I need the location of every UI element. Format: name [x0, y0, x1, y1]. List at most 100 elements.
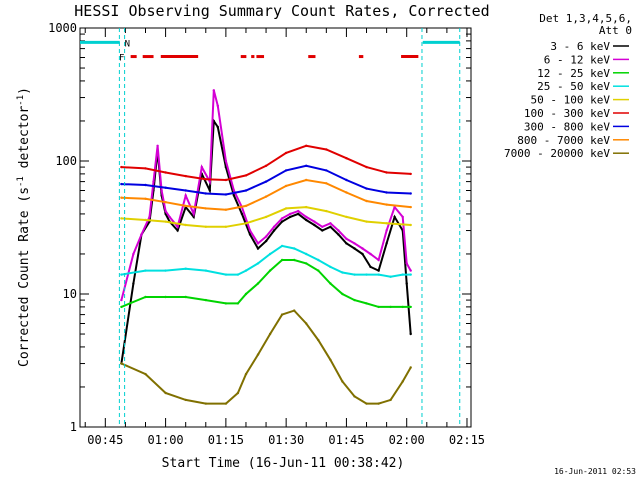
data-point: [297, 209, 300, 213]
data-point: [184, 204, 187, 208]
data-point: [389, 305, 392, 309]
data-point: [256, 262, 260, 265]
data-point: [268, 269, 272, 272]
data-point: [268, 252, 272, 256]
data-point: [204, 402, 207, 405]
data-point: [176, 225, 179, 228]
data-point: [192, 212, 195, 216]
data-point: [216, 125, 219, 129]
data-point: [289, 215, 292, 219]
data-point: [224, 208, 228, 211]
data-point: [244, 222, 248, 225]
data-point: [369, 265, 372, 269]
data-point: [204, 269, 207, 272]
data-point: [345, 237, 348, 240]
data-point: [224, 225, 228, 228]
data-point: [409, 269, 412, 272]
plot-frame: [79, 27, 472, 428]
data-point: [144, 218, 147, 222]
data-point: [305, 164, 308, 167]
data-point: [236, 273, 240, 276]
data-point: [345, 178, 348, 182]
data-point: [264, 164, 268, 167]
data-point: [256, 242, 260, 245]
data-point: [256, 282, 260, 285]
data-point: [264, 235, 268, 238]
data-point: [361, 247, 364, 250]
data-point: [377, 402, 380, 405]
data-point: [385, 171, 388, 174]
data-point: [120, 273, 123, 276]
data-point: [204, 298, 207, 302]
data-point: [353, 298, 356, 302]
data-point: [264, 215, 268, 219]
data-point: [345, 215, 348, 219]
data-point: [401, 380, 404, 383]
data-point: [389, 275, 392, 278]
data-point: [365, 273, 368, 276]
data-point: [385, 242, 388, 245]
data-point: [184, 223, 187, 227]
data-point: [184, 194, 187, 197]
data-point: [184, 174, 187, 178]
data-point: [148, 215, 151, 219]
y-axis-ticks: 1 10 100 1000: [48, 21, 471, 434]
data-point: [164, 295, 167, 299]
data-point: [329, 222, 332, 225]
y-tick-label: 100: [55, 154, 77, 168]
data-point: [337, 233, 340, 236]
data-point: [341, 292, 344, 296]
data-point: [325, 148, 328, 151]
x-tick-label: 01:30: [268, 433, 304, 447]
data-point: [216, 104, 219, 108]
legend-header-line: Att 0: [599, 24, 632, 37]
data-point: [329, 265, 332, 269]
data-point: [144, 197, 147, 200]
data-point: [317, 338, 320, 342]
data-point: [272, 225, 276, 228]
data-point: [305, 218, 308, 222]
data-point: [164, 201, 167, 204]
data-point: [264, 195, 268, 198]
data-point: [377, 258, 380, 262]
data-point: [200, 165, 203, 169]
data-point: [393, 205, 396, 209]
data-point: [192, 215, 195, 219]
data-point: [144, 183, 147, 187]
data-point: [313, 220, 316, 223]
data-point: [256, 353, 260, 356]
x-tick-label: 01:15: [208, 433, 244, 447]
svg-text:Corrected Count Rate (s-1 dete: Corrected Count Rate (s-1 detector-1): [16, 87, 32, 367]
data-point: [120, 217, 123, 220]
legend-entry-label: 25 - 50 keV: [537, 80, 610, 93]
data-point: [184, 295, 187, 299]
overlay-layer: NF: [80, 28, 461, 427]
data-point: [393, 215, 396, 219]
data-point: [305, 205, 308, 209]
legend-entry-label: 3 - 6 keV: [550, 40, 610, 53]
data-point: [236, 391, 240, 395]
data-point: [120, 298, 123, 302]
legend-entry-label: 800 - 7000 keV: [517, 134, 610, 147]
data-point: [164, 220, 167, 223]
data-point: [305, 252, 308, 256]
data-point: [244, 174, 248, 177]
data-point: [224, 159, 228, 163]
data-point: [365, 199, 368, 203]
event-marker-label: N: [125, 39, 130, 49]
data-point: [204, 225, 207, 228]
data-point: [365, 302, 368, 305]
x-tick-label: 01:00: [148, 433, 184, 447]
y-tick-label: 1: [70, 420, 77, 434]
data-point: [409, 332, 412, 336]
data-point: [353, 242, 356, 245]
data-point: [329, 225, 332, 228]
y-axis-label-exponent-1: -1: [16, 176, 26, 187]
legend-header-line: Det 1,3,4,5,6,: [539, 12, 632, 25]
data-point: [305, 178, 308, 182]
data-point: [212, 89, 215, 92]
data-point: [293, 258, 296, 262]
data-point: [305, 144, 308, 147]
data-point: [284, 184, 288, 188]
